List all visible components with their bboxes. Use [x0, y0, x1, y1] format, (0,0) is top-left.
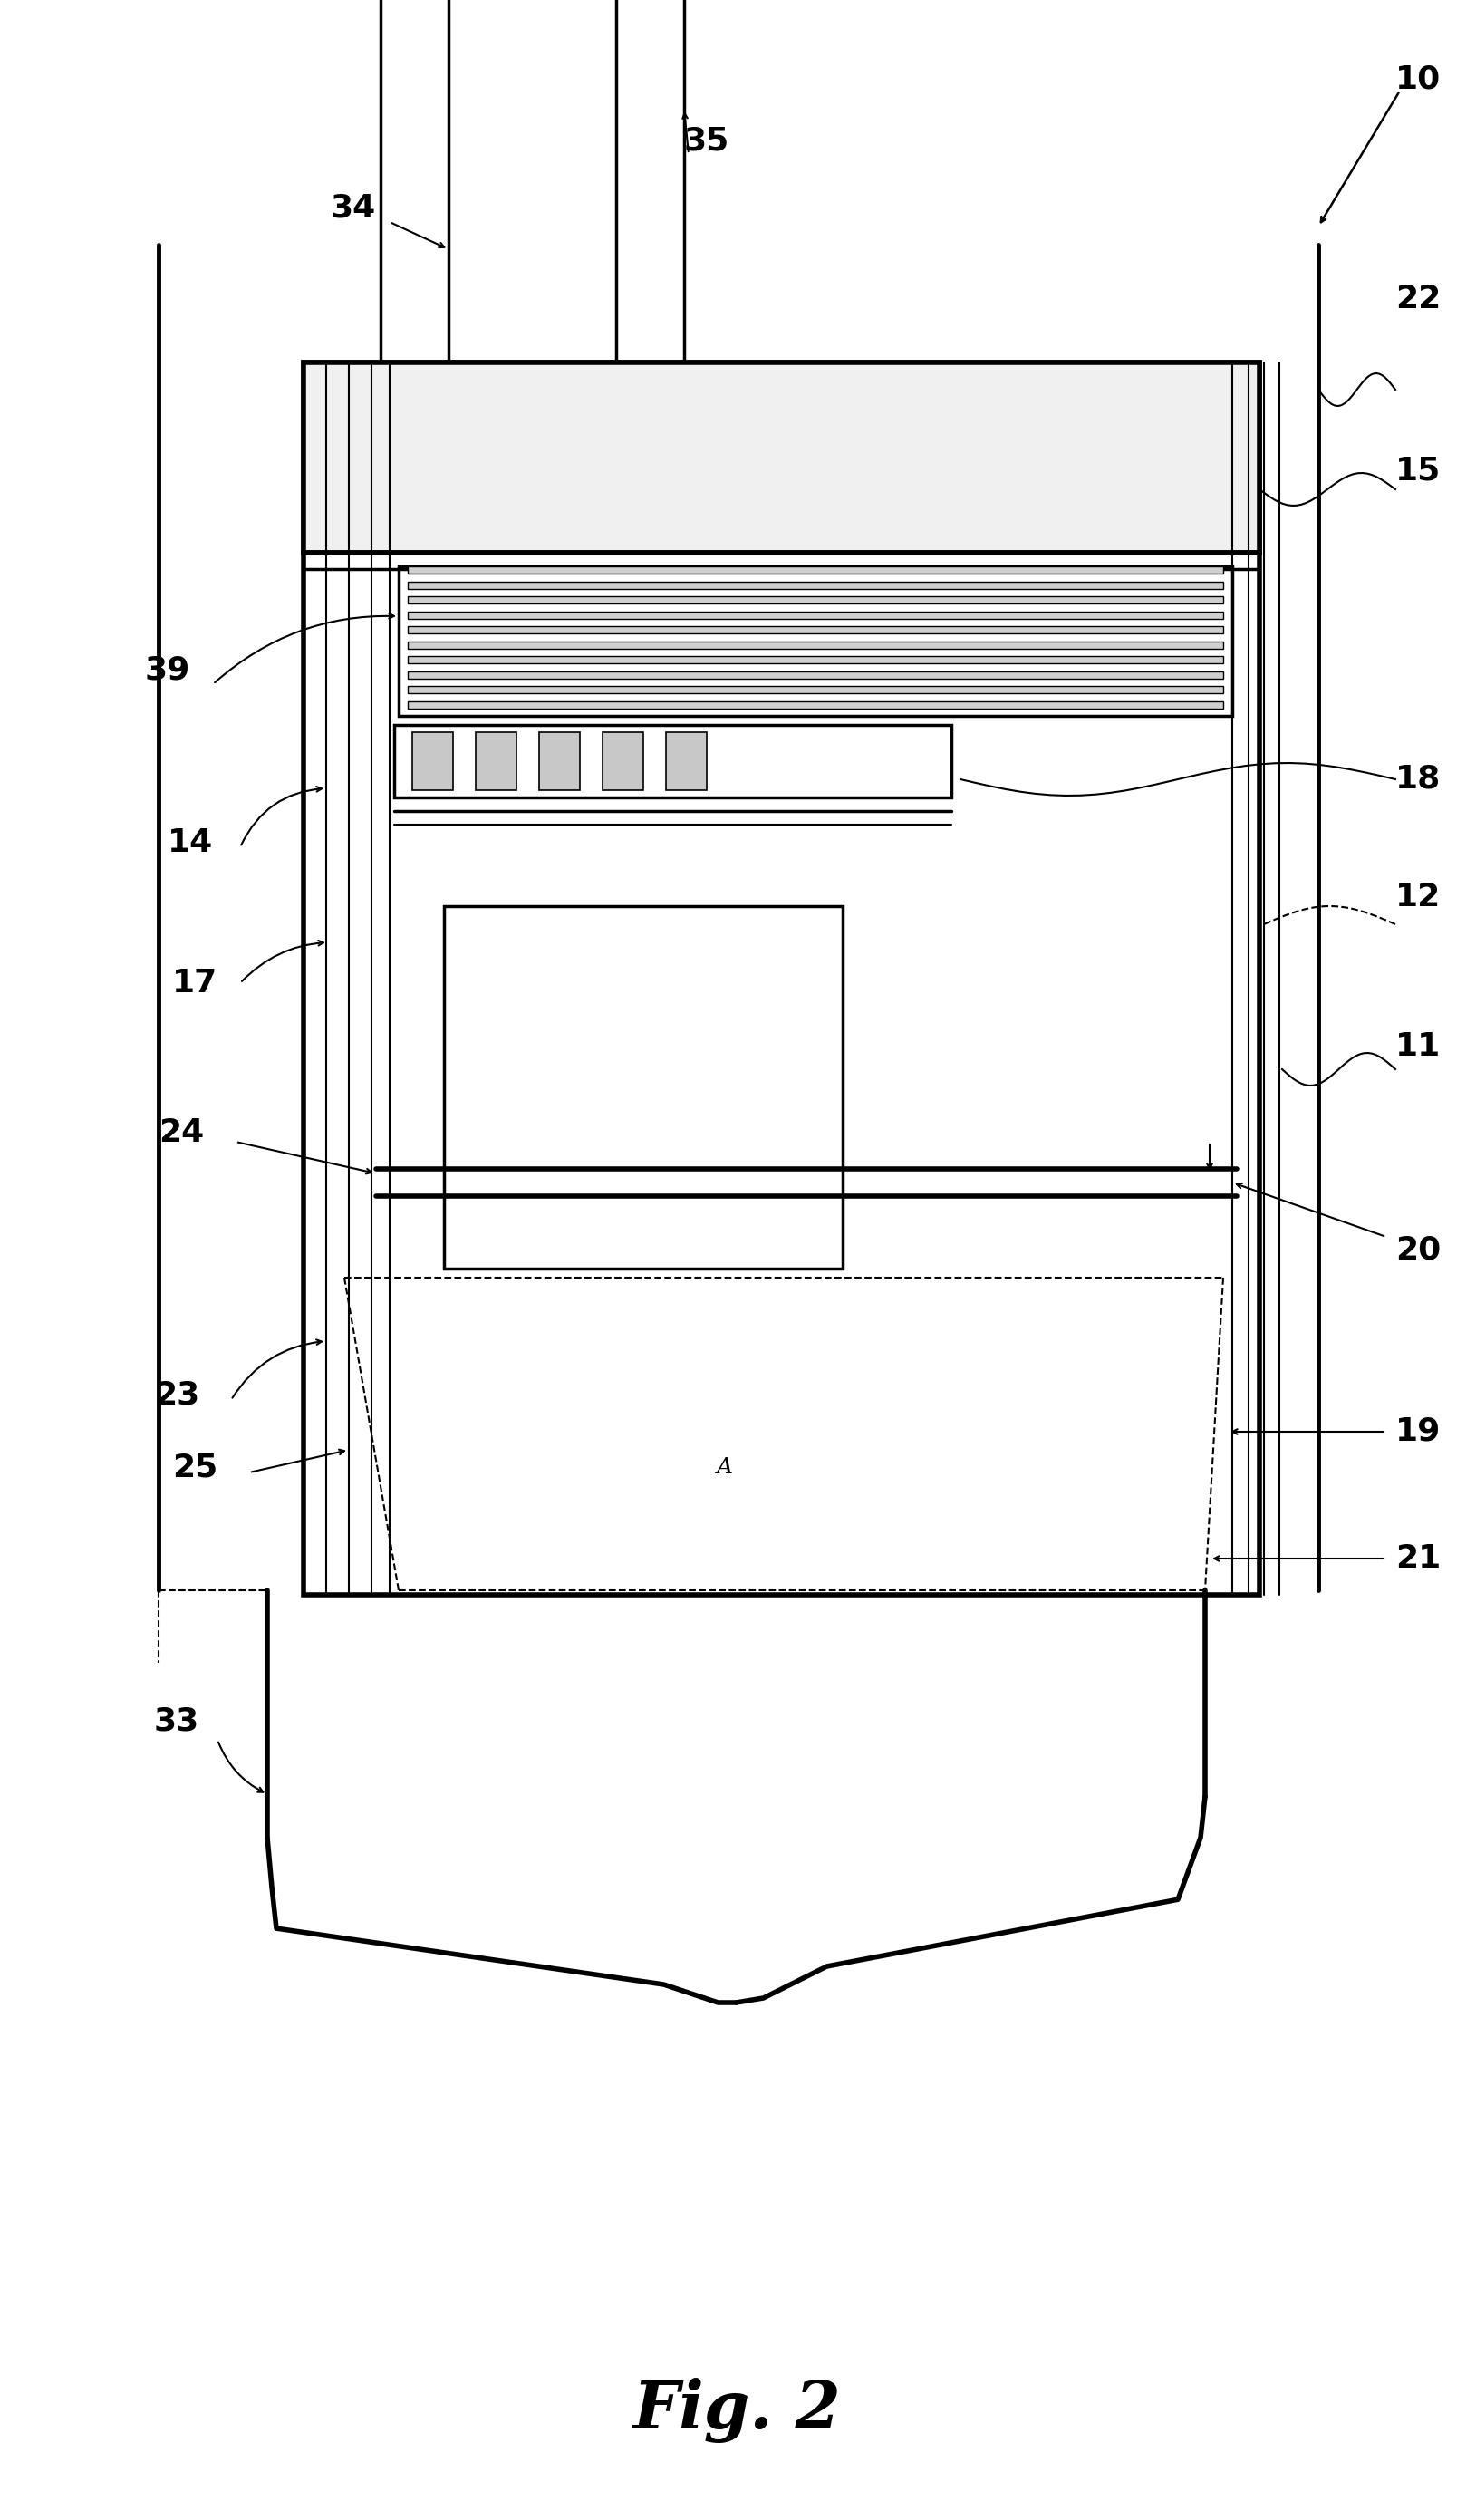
- Bar: [407, 701, 1224, 708]
- Bar: [444, 907, 843, 1268]
- Text: 10: 10: [1395, 66, 1441, 96]
- Bar: [602, 733, 644, 791]
- Text: 18: 18: [1395, 764, 1441, 794]
- Text: 20: 20: [1395, 1235, 1441, 1265]
- Text: 12: 12: [1395, 882, 1441, 912]
- Text: 14: 14: [167, 827, 213, 859]
- Bar: [539, 733, 580, 791]
- Bar: [407, 625, 1224, 633]
- Text: 24: 24: [158, 1116, 204, 1149]
- Bar: [304, 363, 1259, 552]
- Bar: [407, 582, 1224, 590]
- Bar: [666, 733, 707, 791]
- Bar: [407, 567, 1224, 575]
- Text: 21: 21: [1395, 1542, 1441, 1575]
- Bar: [394, 726, 952, 796]
- Text: 23: 23: [154, 1381, 199, 1411]
- Text: 35: 35: [683, 126, 729, 156]
- Text: 39: 39: [145, 655, 190, 685]
- Text: A: A: [717, 1457, 734, 1479]
- Polygon shape: [267, 1797, 1204, 2003]
- Text: 15: 15: [1395, 456, 1441, 486]
- Bar: [407, 597, 1224, 605]
- Text: 19: 19: [1395, 1416, 1441, 1446]
- Bar: [399, 567, 1232, 716]
- Text: 22: 22: [1395, 285, 1441, 315]
- Bar: [304, 363, 1259, 1595]
- Bar: [407, 640, 1224, 648]
- Bar: [407, 670, 1224, 678]
- Text: 34: 34: [331, 194, 376, 224]
- Text: 33: 33: [154, 1706, 199, 1736]
- Text: 17: 17: [173, 968, 217, 998]
- Bar: [407, 655, 1224, 663]
- Text: 25: 25: [173, 1452, 217, 1484]
- Bar: [407, 612, 1224, 620]
- Bar: [475, 733, 517, 791]
- Text: 11: 11: [1395, 1031, 1441, 1061]
- Bar: [412, 733, 453, 791]
- Text: Fig. 2: Fig. 2: [633, 2379, 841, 2442]
- Bar: [407, 685, 1224, 693]
